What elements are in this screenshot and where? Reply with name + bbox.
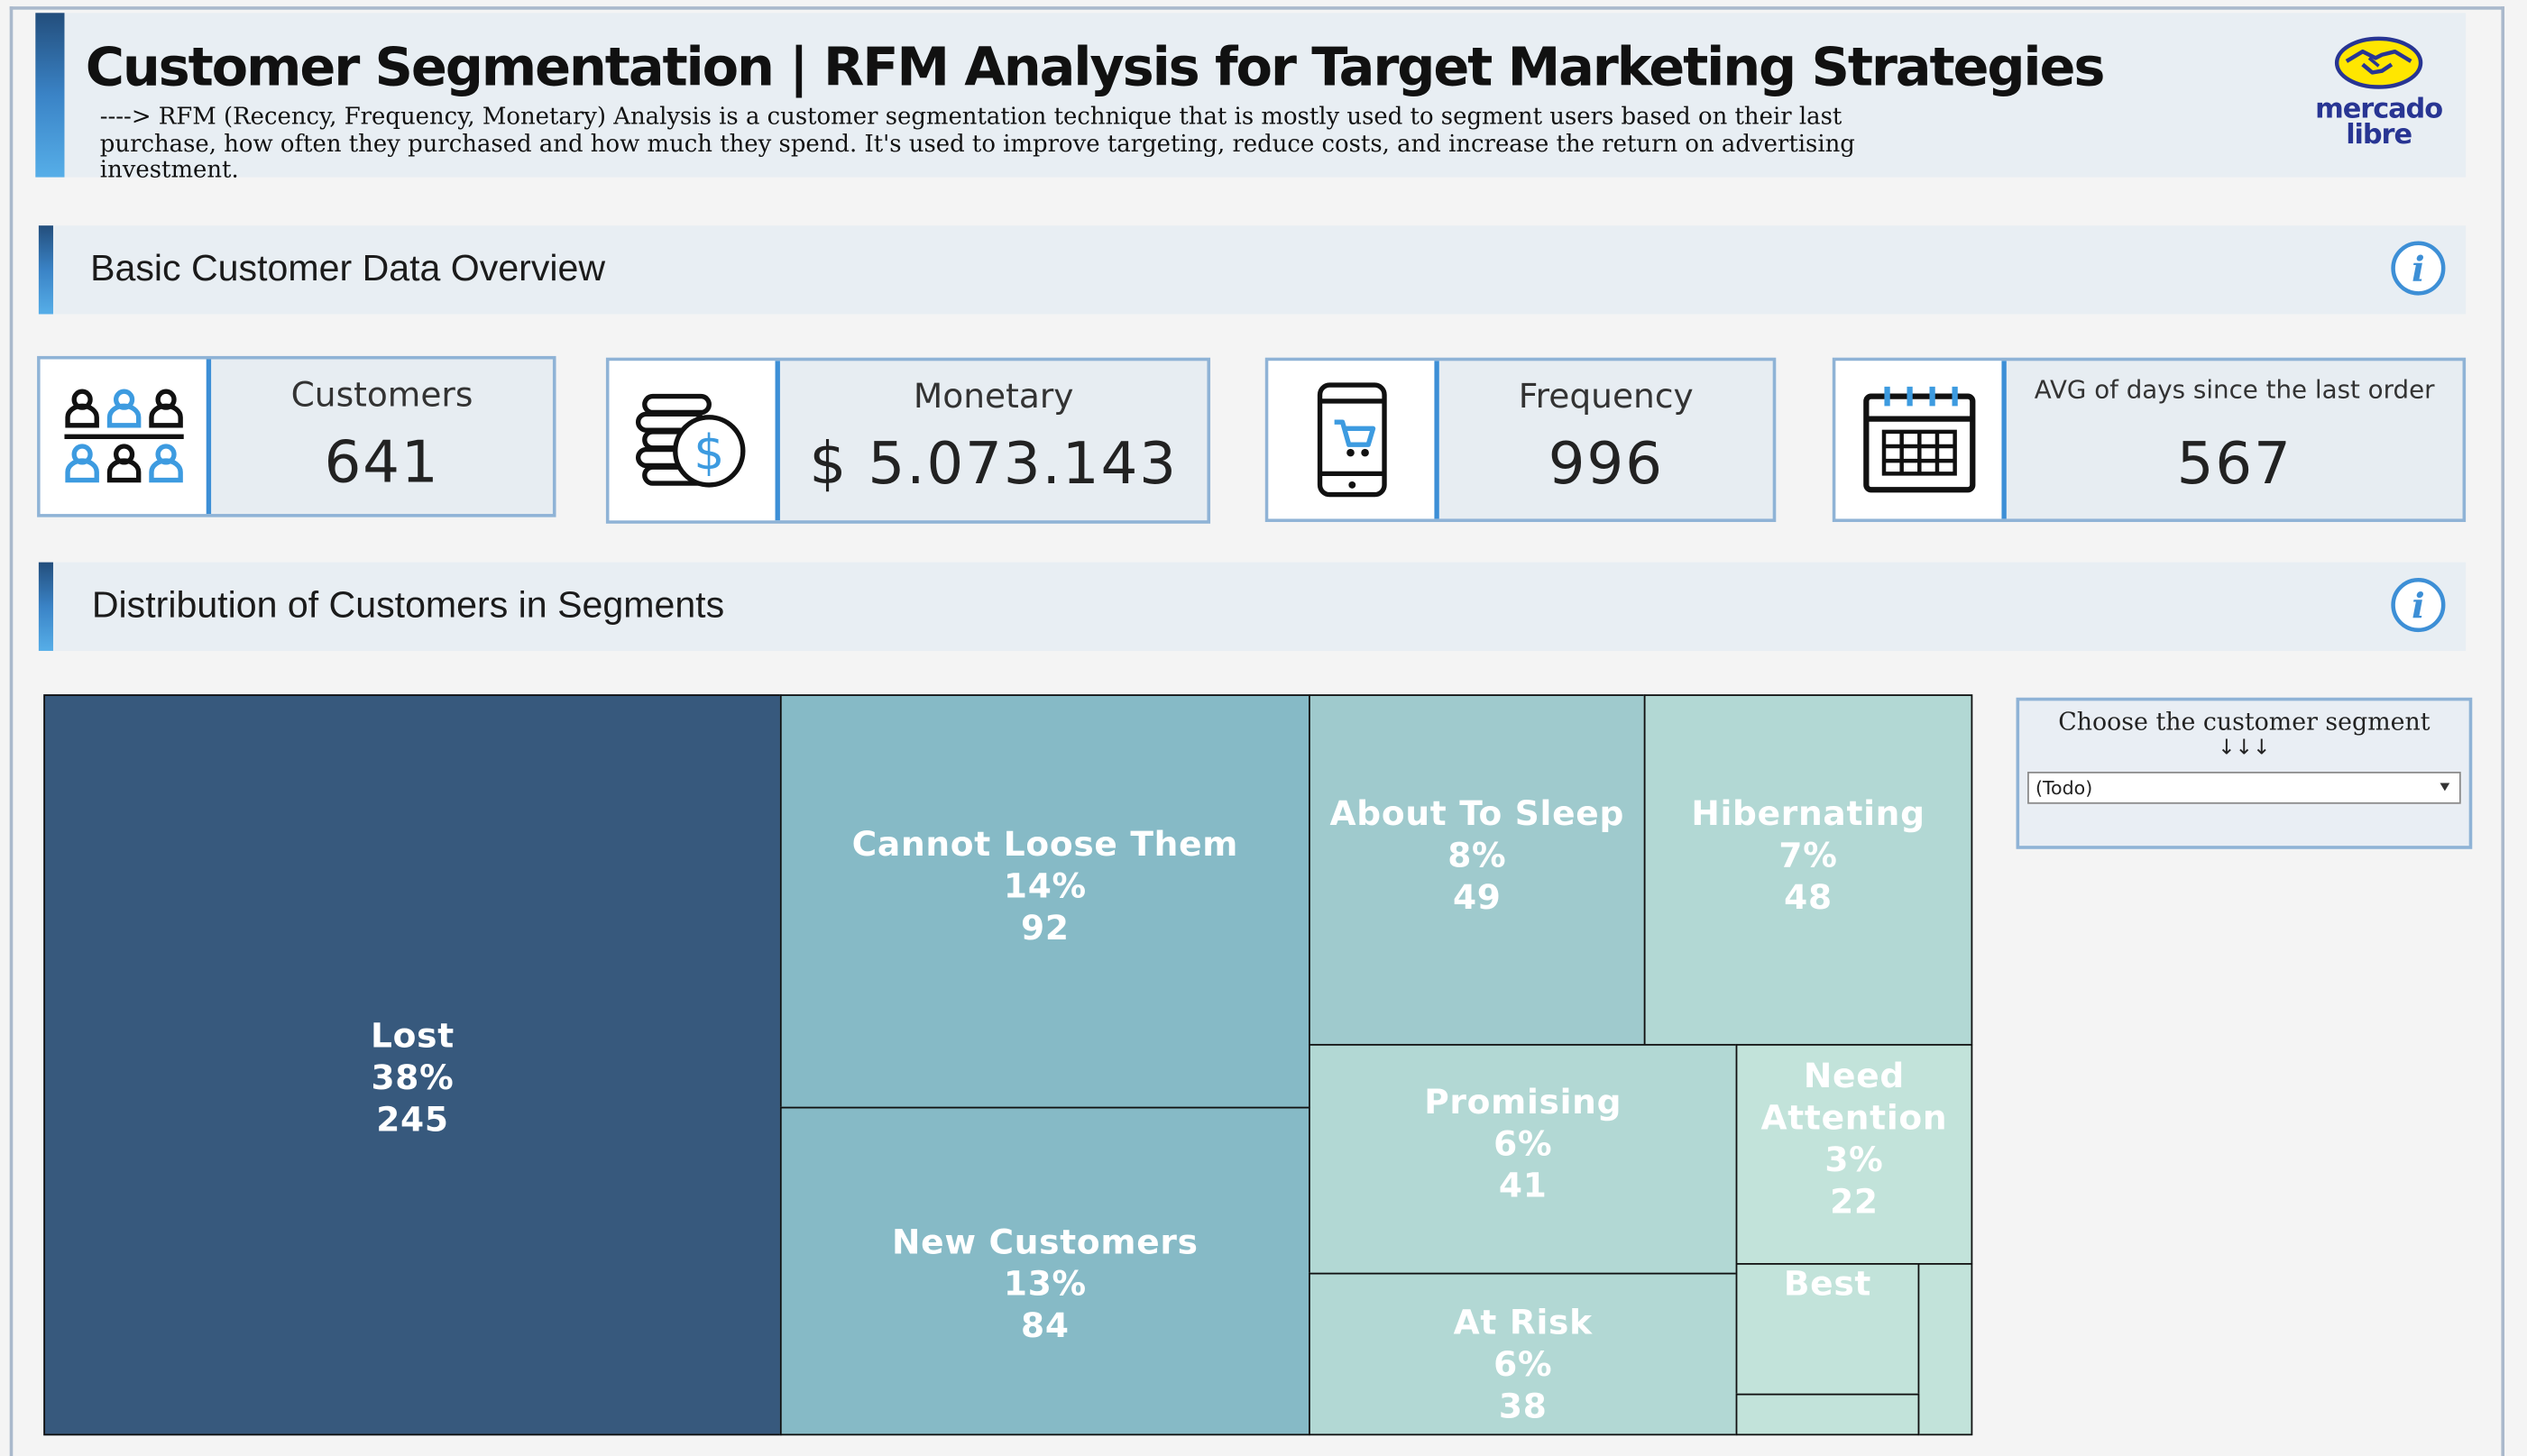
treemap-tile-minor[interactable] [1917, 1263, 1973, 1436]
treemap-label-line: 41 [1498, 1166, 1548, 1205]
mercado-libre-logo: mercado libre [2314, 35, 2443, 168]
svg-text:$: $ [693, 423, 723, 480]
treemap-label-line: 6% [1493, 1345, 1553, 1385]
info-icon[interactable]: i [2390, 240, 2447, 297]
treemap-label-line: 7% [1778, 836, 1838, 875]
treemap-label-line: 8% [1447, 836, 1507, 875]
treemap-label-line: Promising [1424, 1082, 1622, 1122]
treemap-label-line: 48 [1784, 877, 1833, 917]
treemap-label: Best [1737, 1264, 1917, 1305]
treemap-label: Lost 38% 245 [45, 1015, 780, 1140]
handshake-icon [2334, 36, 2423, 89]
treemap-label-line: 22 [1830, 1182, 1879, 1222]
segment-treemap: Lost 38% 245 Cannot Loose Them 14% 92 New Cust… [43, 694, 1973, 1436]
treemap-tile-cannot-loose-them[interactable]: Cannot Loose Them 14% 92 [779, 694, 1310, 1109]
info-icon[interactable]: i [2390, 577, 2447, 634]
kpi-value-monetary: $ 5.073.143 [809, 431, 1178, 499]
kpi-label-avg-days: AVG of days since the last order [2034, 375, 2435, 405]
header-accent-bar [35, 13, 65, 178]
kpi-value-frequency: 996 [1548, 431, 1664, 499]
kpi-card-avg-days: AVG of days since the last order 567 [1832, 357, 2467, 522]
treemap-label-line: Cannot Loose Them [851, 824, 1239, 864]
treemap-label: Promising 6% 41 [1310, 1081, 1736, 1206]
treemap-tile-at-risk[interactable]: At Risk 6% 38 [1309, 1272, 1738, 1436]
segment-filter: Choose the customer segment ↓↓↓ (Todo) [2016, 697, 2473, 849]
treemap-tile-promising[interactable]: Promising 6% 41 [1309, 1043, 1738, 1275]
distribution-section-header: Distribution of Customers in Segments i [38, 562, 2467, 651]
treemap-label: New Customers 13% 84 [782, 1222, 1309, 1347]
treemap-label-line: About To Sleep [1329, 793, 1625, 833]
kpi-label-customers: Customers [290, 375, 473, 415]
kpi-card-monetary: $ Monetary $ 5.073.143 [605, 357, 1211, 524]
segment-select-value: (Todo) [2035, 776, 2093, 800]
phone-cart-icon [1268, 361, 1439, 519]
svg-text:i: i [2412, 249, 2425, 289]
treemap-label-line: 92 [1021, 908, 1070, 948]
treemap-label-line: 6% [1493, 1124, 1553, 1164]
distribution-section-title: Distribution of Customers in Segments [91, 582, 725, 626]
kpi-card-customers: Customers 641 [37, 355, 556, 517]
treemap-label: Need Attention 3% 22 [1747, 1055, 1962, 1222]
treemap-label-line: 245 [376, 1100, 449, 1140]
treemap-label-line: 84 [1021, 1306, 1070, 1346]
chevron-down-icon[interactable] [2440, 783, 2450, 792]
filter-arrows: ↓↓↓ [2218, 736, 2271, 761]
calendar-icon [1835, 361, 2007, 519]
kpi-card-frequency: Frequency 996 [1264, 357, 1777, 522]
treemap-label-line: 49 [1452, 877, 1502, 917]
treemap-tile-new-customers[interactable]: New Customers 13% 84 [779, 1106, 1310, 1436]
page-title: Customer Segmentation | RFM Analysis for… [85, 35, 2106, 99]
treemap-label-line: 38% [371, 1058, 455, 1097]
treemap-tile-best[interactable]: Best [1735, 1263, 1920, 1396]
dashboard-frame [9, 6, 2504, 1456]
treemap-label: About To Sleep 8% 49 [1310, 792, 1644, 918]
kpi-value-customers: 641 [324, 430, 440, 497]
kpi-label-frequency: Frequency [1518, 377, 1694, 417]
coins-dollar-icon: $ [609, 361, 780, 521]
treemap-tile-need-attention[interactable]: Need Attention 3% 22 [1735, 1043, 1973, 1265]
svg-text:i: i [2412, 586, 2425, 627]
overview-section-title: Basic Customer Data Overview [90, 246, 606, 288]
kpi-value-avg-days: 567 [2176, 431, 2293, 499]
header-banner: Customer Segmentation | RFM Analysis for… [35, 13, 2467, 184]
treemap-label: At Risk 6% 38 [1310, 1302, 1736, 1427]
treemap-label-line: 14% [1003, 866, 1087, 906]
logo-text-line2: libre [2346, 119, 2412, 151]
treemap-label-line: Need Attention [1760, 1057, 1948, 1138]
people-icon [40, 359, 212, 515]
overview-section-header: Basic Customer Data Overview i [38, 225, 2467, 315]
segment-select[interactable]: (Todo) [2027, 771, 2461, 804]
treemap-label-line: Lost [371, 1016, 455, 1056]
treemap-tile-about-to-sleep[interactable]: About To Sleep 8% 49 [1309, 694, 1646, 1046]
treemap-tile-hibernating[interactable]: Hibernating 7% 48 [1643, 694, 1973, 1046]
logo-text-line1: mercado [2315, 93, 2443, 126]
dashboard: Customer Segmentation | RFM Analysis for… [9, 6, 2504, 1456]
section-accent-bar [38, 225, 53, 315]
kpi-label-monetary: Monetary [913, 377, 1074, 417]
treemap-label-line: 13% [1003, 1264, 1087, 1304]
filter-title: Choose the customer segment [2058, 707, 2431, 737]
treemap-label: Hibernating 7% 48 [1646, 792, 1971, 918]
treemap-label: Cannot Loose Them 14% 92 [782, 823, 1309, 948]
treemap-label-line: At Risk [1453, 1303, 1593, 1342]
treemap-label-line: 3% [1824, 1140, 1884, 1180]
treemap-label-line: New Customers [892, 1222, 1199, 1262]
treemap-tile-lost[interactable]: Lost 38% 245 [43, 694, 782, 1436]
treemap-label-line: 38 [1498, 1387, 1548, 1426]
treemap-tile-minor[interactable] [1735, 1393, 1920, 1436]
treemap-label-line: Best [1783, 1264, 1872, 1304]
section-accent-bar [38, 562, 53, 651]
treemap-label-line: Hibernating [1691, 793, 1925, 833]
page-description: ----> RFM (Recency, Frequency, Monetary)… [99, 105, 1855, 184]
